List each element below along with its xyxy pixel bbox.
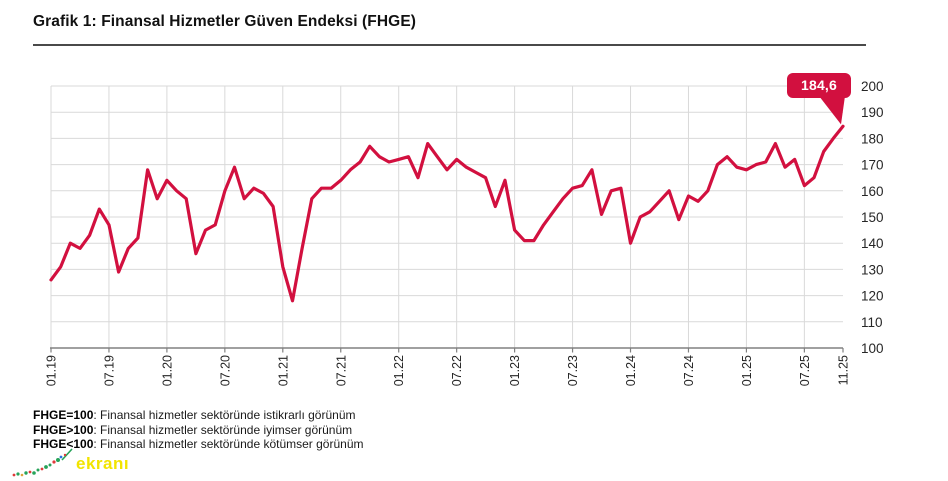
x-tick-label: 01.24 [624,355,638,386]
x-tick-label: 07.24 [682,355,696,386]
footnote-text-2: : Finansal hizmetler sektöründe iyimser … [93,422,353,437]
fhge-line [49,124,845,303]
last-value-badge: 184,6 [787,73,851,98]
footnote-term-3: FHGE<100 [33,437,94,451]
footnote-text-1: : Finansal hizmetler sektöründe istikrar… [93,408,356,422]
footnote-line-2: FHGE>100: Finansal hizmetler sektöründe … [33,423,364,438]
x-tick-label: 01.19 [45,355,59,386]
x-tick-label: 07.23 [566,355,580,386]
y-tick-label: 200 [861,79,884,94]
y-tick-label: 160 [861,184,884,199]
x-tick-label: 01.20 [160,355,174,386]
y-tick-label: 170 [861,158,884,173]
y-tick-label: 180 [861,131,884,146]
x-tick-label: 07.25 [798,355,812,386]
y-tick-label: 110 [861,315,883,330]
x-tick-label: 07.20 [218,355,232,386]
logo-sparkline-icon [12,448,73,477]
footnotes: FHGE=100: Finansal hizmetler sektöründe … [33,408,364,452]
y-tick-label: 140 [861,236,884,251]
title-underline [33,44,866,46]
x-tick-label: 01.25 [740,355,754,386]
x-tick-label: 01.21 [276,355,290,386]
footnote-line-1: FHGE=100: Finansal hizmetler sektöründe … [33,408,364,423]
site-logo: ekranı [8,448,228,481]
x-tick-label: 01.23 [508,355,522,386]
x-tick-label: 07.22 [450,355,464,386]
y-tick-label: 150 [861,210,884,225]
footnote-line-3: FHGE<100: Finansal hizmetler sektöründe … [33,437,364,452]
x-tick-label: 11.25 [837,355,851,385]
footnote-term-2: FHGE>100 [33,422,94,437]
footnote-text-3: : Finansal hizmetler sektöründe kötümser… [93,437,364,451]
y-tick-label: 190 [861,105,884,120]
x-tick-label: 01.22 [392,355,406,386]
y-tick-label: 100 [861,341,884,356]
y-tick-label: 120 [861,289,884,304]
logo-text: ekranı [76,454,130,473]
x-tick-label: 07.21 [334,355,348,386]
x-tick-label: 07.19 [102,355,116,386]
footnote-term-1: FHGE=100 [33,408,94,422]
badge-tail [819,96,845,125]
y-tick-label: 130 [861,262,884,277]
page-title: Grafik 1: Finansal Hizmetler Güven Endek… [33,13,417,30]
